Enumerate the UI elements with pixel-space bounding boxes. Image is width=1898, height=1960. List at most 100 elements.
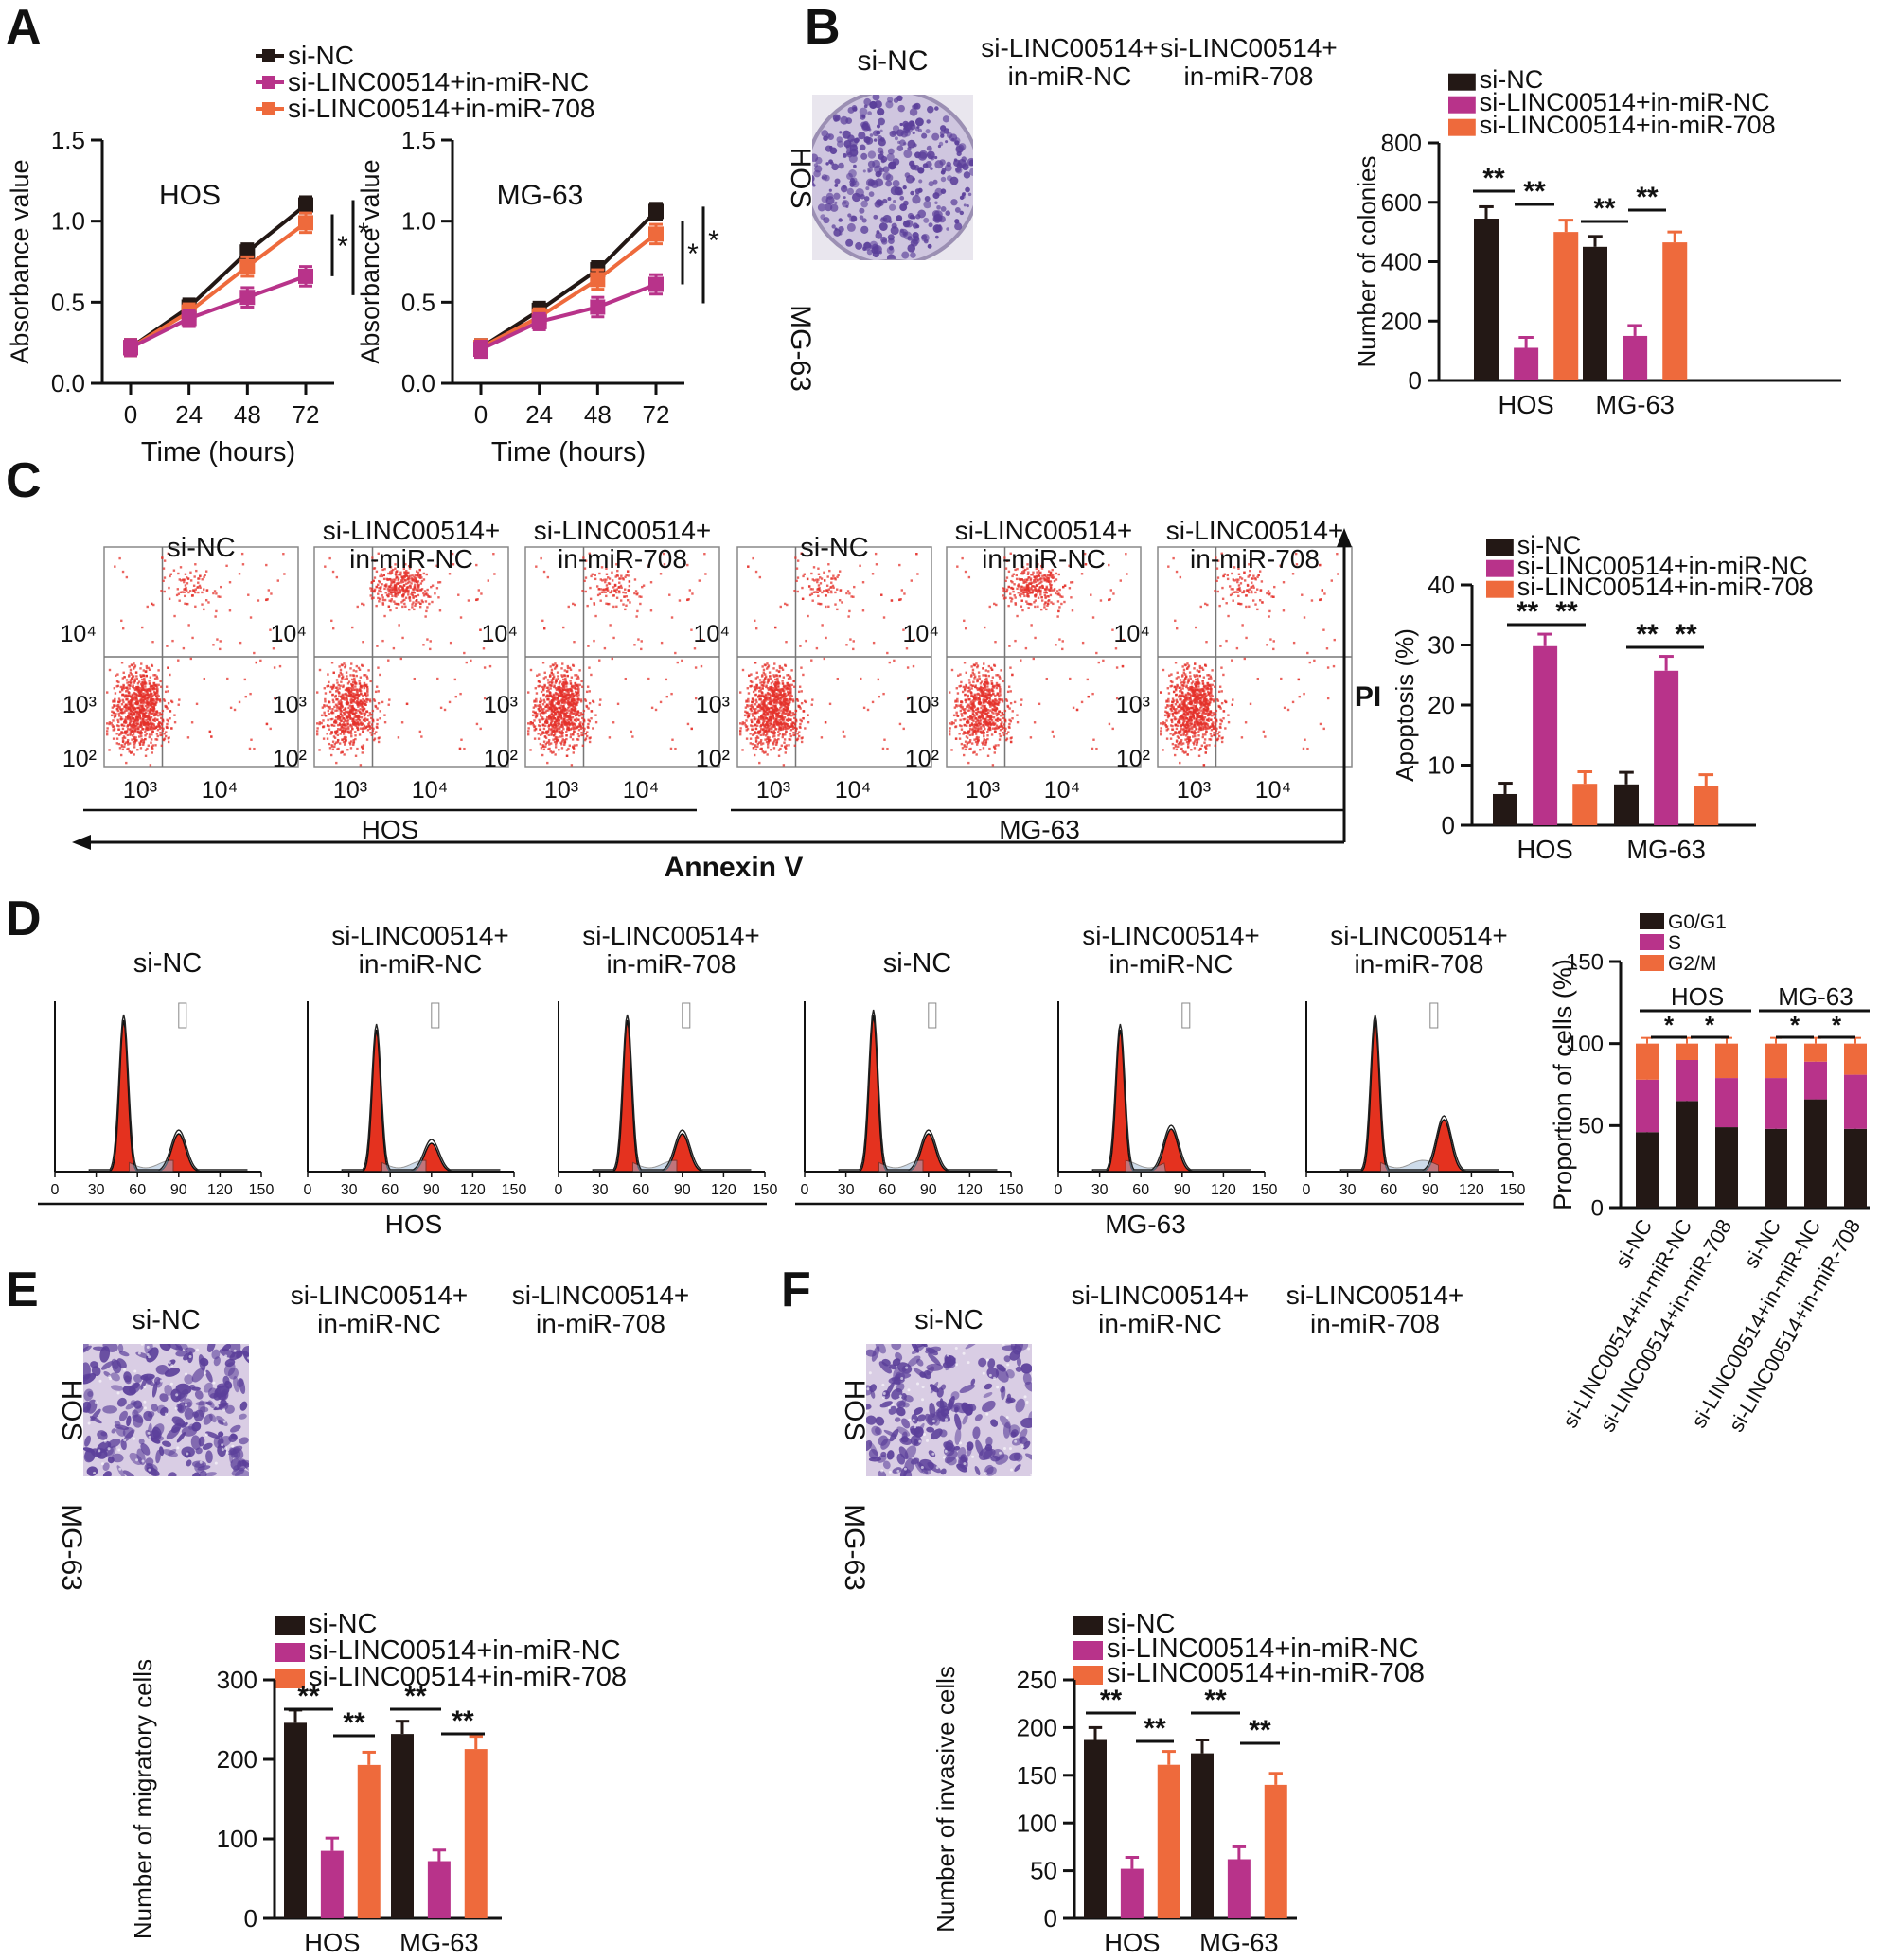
flow-event-dot — [345, 700, 348, 704]
flow-event-dot — [203, 677, 206, 680]
flow-event-dot — [542, 708, 545, 711]
colony-plate-colony — [912, 195, 921, 204]
colony-plate-colony — [1221, 395, 1226, 399]
colony-plate-colony — [1237, 298, 1241, 302]
flow-event-dot — [554, 753, 557, 756]
colony-plate-colony — [1224, 334, 1231, 341]
flow-event-dot — [624, 677, 628, 680]
colony-plate-colony — [1304, 185, 1309, 190]
colony-plate-colony — [1144, 328, 1147, 331]
flow-event-dot — [145, 690, 149, 693]
colony-plate-colony — [1021, 221, 1030, 229]
colony-plate-colony — [1254, 391, 1259, 396]
flow-event-dot — [341, 705, 344, 709]
flow-event-dot — [133, 698, 136, 701]
colony-plate-colony — [1047, 205, 1054, 212]
flow-event-dot — [360, 693, 363, 696]
flow-event-dot — [560, 720, 564, 724]
colony-plate-colony — [1313, 215, 1322, 223]
flow-event-dot — [133, 741, 136, 744]
colony-plate-colony — [1030, 387, 1033, 390]
flow-event-dot — [384, 592, 387, 594]
colony-plate-colony — [1270, 134, 1273, 137]
flow-event-dot — [160, 726, 164, 729]
flow-event-dot — [414, 574, 417, 577]
flow-event-dot — [116, 704, 120, 707]
colony-plate-colony — [879, 420, 888, 429]
flow-event-dot — [195, 569, 198, 573]
flow-event-dot — [399, 657, 402, 661]
flow-event-dot — [532, 706, 536, 709]
colony-plate-colony — [1215, 400, 1219, 404]
flow-event-dot — [609, 591, 612, 594]
flow-event-dot — [581, 713, 585, 715]
panel-label-f: F — [781, 1263, 811, 1317]
colony-plate-colony — [1283, 145, 1289, 151]
flow-event-dot — [151, 733, 153, 736]
colony-plate-colony — [896, 343, 902, 349]
flow-event-dot — [124, 718, 127, 721]
colony-plate-colony — [1257, 178, 1266, 186]
colony-plate-colony — [1108, 132, 1112, 136]
colony-plate-colony — [914, 309, 917, 313]
colony-plate-colony — [1169, 183, 1174, 187]
flow-event-dot — [142, 699, 146, 702]
colony-plate-colony — [1172, 341, 1179, 347]
flow-event-dot — [398, 574, 400, 576]
flow-event-dot — [320, 714, 324, 717]
flow-event-dot — [349, 733, 353, 735]
colony-plate-colony — [1218, 220, 1223, 224]
colony-plate-colony — [1254, 327, 1259, 331]
flow-event-dot — [327, 709, 330, 713]
colony-plate-colony — [874, 178, 884, 187]
colony-plate-colony — [1247, 424, 1254, 432]
colony-plate-colony — [1238, 296, 1242, 300]
colony-plate-background — [1168, 265, 1329, 431]
colony-plate-colony — [896, 291, 903, 299]
flow-event-dot — [381, 602, 384, 605]
colony-plate-colony — [840, 349, 845, 355]
flow-event-dot — [587, 645, 590, 647]
colony-plate-colony — [1044, 139, 1051, 146]
colony-plate-colony — [877, 424, 883, 431]
flow-event-dot — [552, 675, 556, 679]
flow-event-dot — [541, 710, 545, 713]
flow-event-dot — [343, 727, 346, 730]
colony-plate-colony — [1079, 362, 1086, 368]
colony-plate-colony — [906, 374, 910, 378]
flow-event-dot — [163, 737, 167, 740]
colony-plate-colony — [1083, 111, 1091, 119]
flow-event-dot — [126, 704, 129, 708]
flow-event-dot — [612, 721, 615, 724]
colony-plate-colony — [1181, 175, 1189, 183]
flow-event-dot — [488, 664, 492, 668]
colony-plate-colony — [1087, 310, 1092, 316]
colony-plate-colony — [870, 423, 876, 429]
flow-event-dot — [150, 721, 152, 724]
flow-event-dot — [115, 707, 119, 711]
flow-event-dot — [113, 728, 116, 731]
flow-event-dot — [350, 688, 354, 692]
flow-event-dot — [128, 706, 131, 709]
colony-plate-colony — [1099, 333, 1108, 342]
colony-plate-colony — [1282, 329, 1286, 334]
flow-event-dot — [392, 578, 395, 581]
colony-plate-colony — [943, 345, 951, 354]
flow-event-dot — [162, 579, 165, 583]
colony-plate-colony — [1202, 414, 1211, 422]
colony-plate-colony — [1216, 349, 1222, 355]
flow-event-dot — [345, 671, 348, 674]
colony-plate-colony — [1062, 397, 1070, 404]
flow-event-dot — [135, 687, 139, 691]
colony-plate-colony — [1243, 242, 1249, 248]
colony-plate-colony — [1048, 172, 1054, 178]
flow-event-dot — [127, 683, 130, 687]
flow-event-dot — [140, 740, 143, 743]
colony-plate-colony — [1310, 162, 1313, 165]
colony-plate-colony — [1253, 345, 1262, 354]
colony-plate-colony — [902, 185, 907, 190]
flow-event-dot — [133, 686, 136, 690]
colony-plate-colony — [847, 327, 856, 336]
flow-event-dot — [574, 674, 576, 677]
flow-event-dot — [120, 744, 123, 747]
